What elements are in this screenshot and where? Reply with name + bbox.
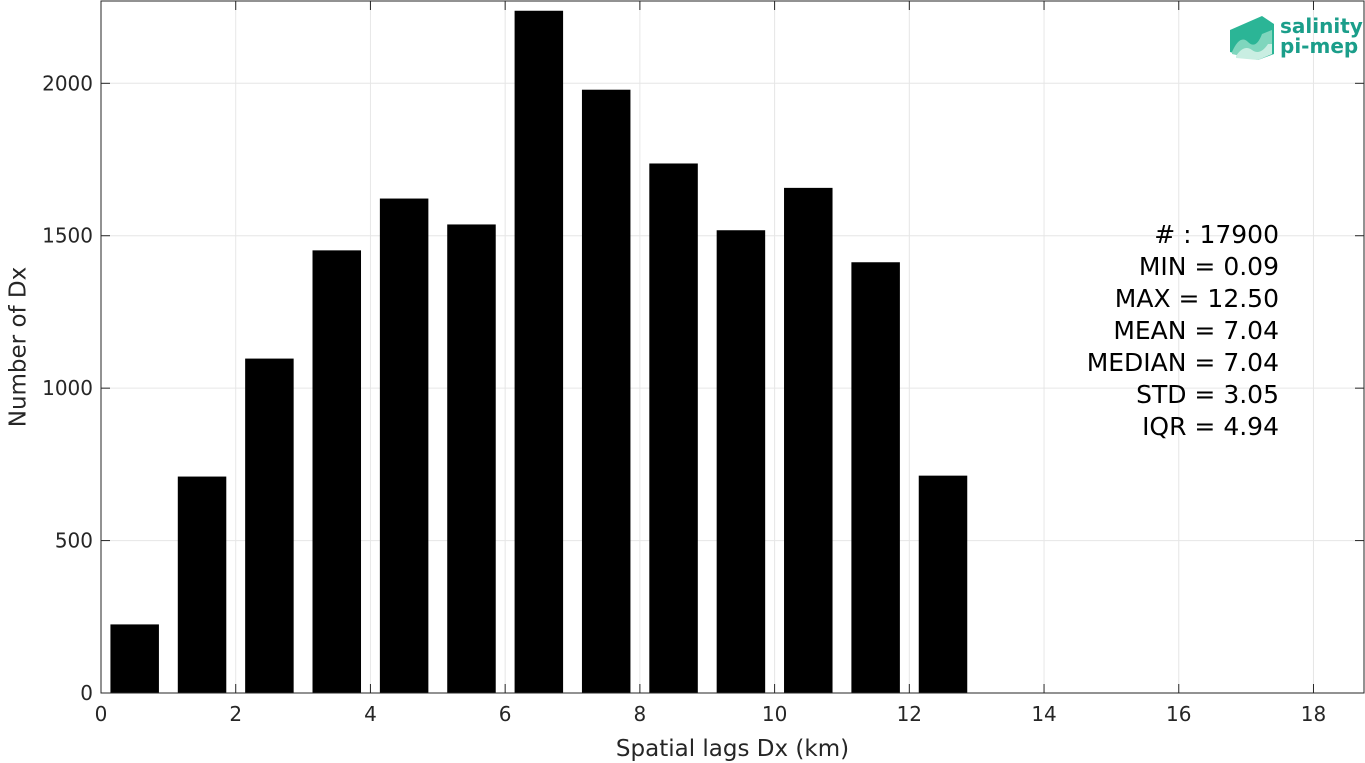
x-tick-label: 4 [364,702,377,726]
histogram-bar [851,262,900,693]
stat-line: # : 17900 [1154,220,1279,249]
x-tick-label: 16 [1166,702,1191,726]
x-tick-label: 12 [897,702,922,726]
histogram-bar [784,187,833,693]
x-tick-label: 14 [1031,702,1056,726]
wave-logo-icon [1230,16,1274,60]
histogram-bar [514,10,564,693]
histogram-bar [312,250,362,693]
axis-ticks: 0 2 4 6 8 10 12 14 16 18 0 500 1000 1500 2000 [42,1,1364,726]
y-tick-label: 0 [80,681,93,705]
logo-line1: salinity [1280,14,1363,38]
x-tick-label: 0 [95,702,108,726]
x-tick-label: 6 [499,702,512,726]
histogram-bar [245,358,294,693]
histogram-bar [177,476,227,693]
y-tick-label: 500 [55,529,93,553]
x-tick-label: 18 [1301,702,1326,726]
y-tick-label: 1000 [42,376,93,400]
y-axis-label: Number of Dx [6,267,32,428]
histogram-bar [716,230,766,693]
histogram-bar [581,89,631,693]
logo-line2: pi-mep [1280,34,1358,58]
x-axis-label: Spatial lags Dx (km) [616,736,849,762]
stat-line: MEDIAN = 7.04 [1087,348,1279,377]
stats-box: # : 17900 MIN = 0.09 MAX = 12.50 MEAN = 7.0… [1087,220,1279,441]
stat-line: MEAN = 7.04 [1113,316,1279,345]
plot-frame [100,0,1365,694]
stat-line: MIN = 0.09 [1139,252,1279,281]
stat-line: IQR = 4.94 [1142,412,1279,441]
x-tick-label: 8 [634,702,647,726]
bars [110,10,968,694]
histogram-bar [649,163,698,694]
x-tick-label: 2 [229,702,242,726]
histogram-bar [379,198,429,693]
y-tick-label: 2000 [42,71,93,95]
y-tick-label: 1500 [42,224,93,248]
histogram-bar [447,224,496,694]
stat-line: STD = 3.05 [1136,380,1279,409]
x-tick-label: 10 [762,702,787,726]
histogram-bar [918,475,968,693]
histogram-bar [110,624,159,693]
salinity-pi-mep-logo: salinity pi-mep [1230,14,1363,60]
stat-line: MAX = 12.50 [1115,284,1279,313]
